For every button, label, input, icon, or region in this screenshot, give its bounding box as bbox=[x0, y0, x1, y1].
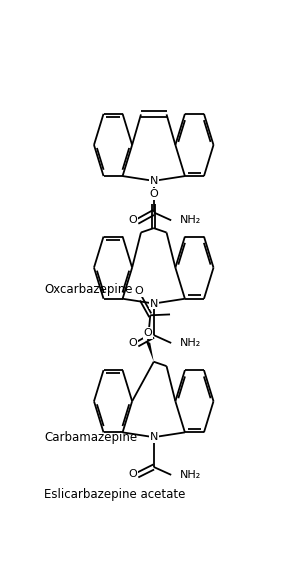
Text: NH₂: NH₂ bbox=[180, 338, 201, 348]
Text: O: O bbox=[128, 469, 137, 479]
Text: Carbamazepine: Carbamazepine bbox=[44, 431, 138, 444]
Text: N: N bbox=[150, 432, 158, 442]
Text: O: O bbox=[135, 286, 143, 296]
Text: O: O bbox=[149, 189, 158, 199]
Text: O: O bbox=[128, 338, 137, 348]
Text: Oxcarbazepine: Oxcarbazepine bbox=[44, 283, 133, 296]
Text: NH₂: NH₂ bbox=[180, 470, 201, 480]
Text: Eslicarbazepine acetate: Eslicarbazepine acetate bbox=[44, 488, 186, 501]
Text: N: N bbox=[150, 299, 158, 308]
Text: N: N bbox=[150, 176, 158, 186]
Text: NH₂: NH₂ bbox=[180, 215, 201, 225]
Text: O: O bbox=[144, 328, 152, 338]
Text: O: O bbox=[128, 215, 137, 225]
Polygon shape bbox=[146, 341, 154, 362]
